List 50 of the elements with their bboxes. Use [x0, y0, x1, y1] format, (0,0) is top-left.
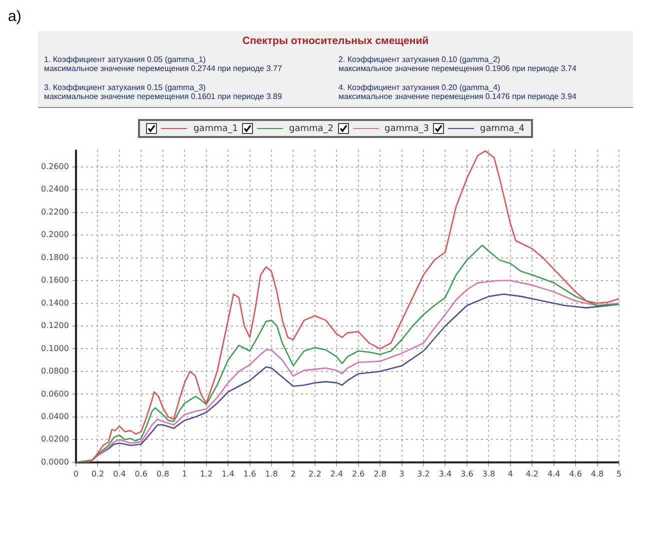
- x-tick-label: 2.4: [330, 469, 344, 478]
- x-tick-label: 2.2: [308, 469, 322, 478]
- x-tick-label: 1.6: [243, 469, 256, 478]
- legend-label: gamma_4: [480, 124, 525, 134]
- y-tick-label: 0.1200: [40, 321, 69, 330]
- x-tick-label: 0.6: [134, 469, 148, 478]
- y-tick-label: 0.2000: [40, 230, 69, 240]
- text: 1. Коэффициент затухания 0.05 (gamma_1) максимальное значение перемещения 0.2744 при периоде 3.77: [44, 55, 283, 73]
- legend-label: gamma_2: [288, 124, 334, 134]
- y-tick-label: 0.0000: [40, 458, 69, 467]
- x-tick-label: 3: [399, 469, 404, 478]
- y-tick-label: 0.0600: [40, 389, 69, 398]
- chart-title: Спектры относительных смещений: [241, 35, 430, 47]
- y-tick-label: 0.2600: [40, 162, 69, 171]
- x-tick-label: 5: [616, 469, 622, 478]
- y-tick-label: 0.1400: [40, 298, 69, 308]
- x-tick-label: 1.8: [265, 469, 278, 478]
- y-tick-label: 0.1000: [40, 344, 69, 353]
- x-tick-label: 1.4: [222, 469, 234, 478]
- x-tick-label: 1.2: [200, 469, 213, 478]
- x-tick-label: 4.4: [547, 469, 560, 478]
- y-tick-label: 0.2200: [40, 207, 69, 216]
- x-tick-label: 4.2: [526, 469, 538, 478]
- x-tick-label: 0.4: [113, 469, 126, 478]
- legend-label: gamma_3: [384, 124, 430, 134]
- text: 3. Коэффициент затухания 0.15 (gamma_3) максимальное значение перемещения 0.1601 при периоде 3.89: [44, 83, 283, 101]
- x-tick-label: 0.2: [91, 469, 104, 478]
- y-tick-label: 0.2400: [40, 184, 69, 194]
- x-tick-label: 2.6: [352, 469, 365, 478]
- text: a): [8, 8, 22, 25]
- text: 4. Коэффициент затухания 0.20 (gamma_4) максимальное значение перемещения 0.1476 при периоде 3.94: [338, 83, 578, 101]
- x-tick-label: 0: [73, 469, 79, 478]
- y-tick-label: 0.1800: [40, 252, 69, 262]
- legend-label: gamma_1: [193, 124, 238, 134]
- x-tick-label: 1: [182, 469, 188, 478]
- x-tick-label: 3.2: [417, 469, 430, 478]
- x-tick-label: 0.8: [156, 469, 170, 478]
- x-tick-label: 3.6: [460, 469, 474, 478]
- x-tick-label: 4.6: [569, 469, 582, 478]
- x-tick-label: 2: [290, 469, 296, 478]
- x-tick-label: 2.8: [374, 469, 386, 478]
- x-tick-label: 3.8: [482, 469, 496, 478]
- text: 2. Коэффициент затухания 0.10 (gamma_2) максимальное значение перемещения 0.1906 при периоде 3.74: [338, 55, 578, 73]
- y-tick-label: 0.0400: [40, 412, 69, 422]
- x-tick-label: 4: [508, 469, 513, 478]
- x-tick-label: 3.4: [438, 469, 452, 478]
- x-tick-label: 4.8: [590, 469, 604, 478]
- y-tick-label: 0.0800: [40, 366, 69, 376]
- y-tick-label: 0.1600: [40, 276, 69, 285]
- y-tick-label: 0.0200: [40, 434, 69, 444]
